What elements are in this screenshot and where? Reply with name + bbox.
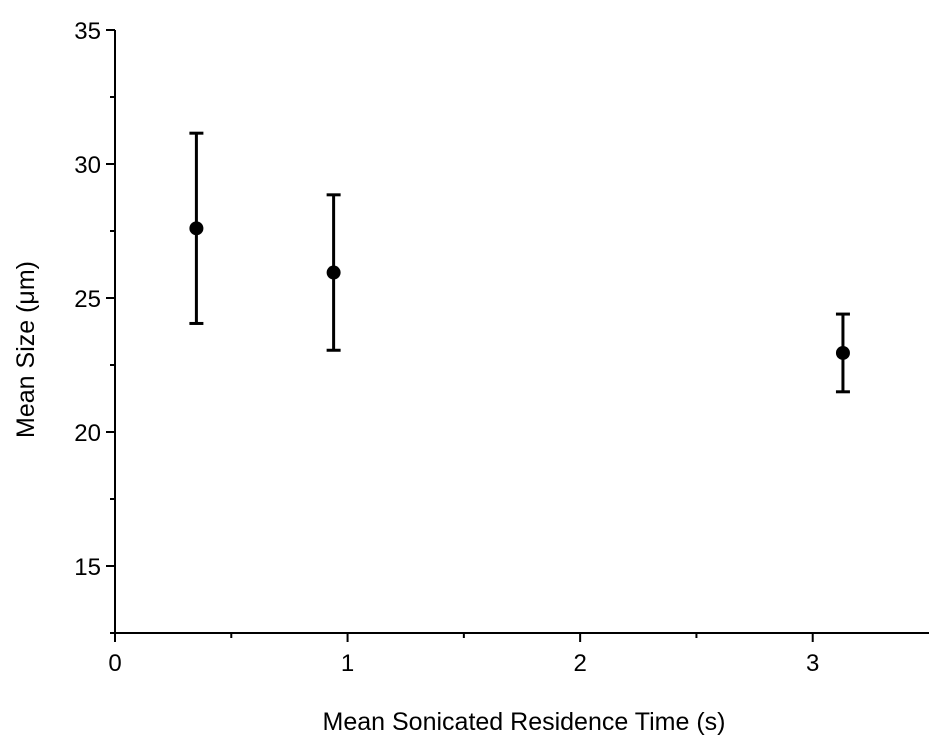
x-tick-label: 0 [108, 650, 121, 677]
data-point [835, 345, 850, 360]
x-tick-label: 2 [573, 650, 586, 677]
x-tick-label: 3 [806, 650, 819, 677]
data-point [189, 221, 204, 236]
y-tick-label: 30 [74, 152, 101, 179]
y-tick-label: 20 [74, 420, 101, 447]
x-axis-title: Mean Sonicated Residence Time (s) [323, 708, 726, 736]
y-tick-label: 35 [74, 18, 101, 45]
x-tick-label: 1 [341, 650, 354, 677]
y-tick-label: 15 [74, 554, 101, 581]
error-bars [189, 131, 850, 394]
y-axis-title: Mean Size (μm) [12, 261, 40, 438]
axes [114, 30, 929, 634]
tick-labels: 15 20 25 30 35 0 1 2 3 [74, 18, 819, 677]
data-point [326, 265, 341, 280]
y-tick-label: 25 [74, 286, 101, 313]
ticks [106, 29, 814, 642]
data-points [189, 221, 850, 360]
